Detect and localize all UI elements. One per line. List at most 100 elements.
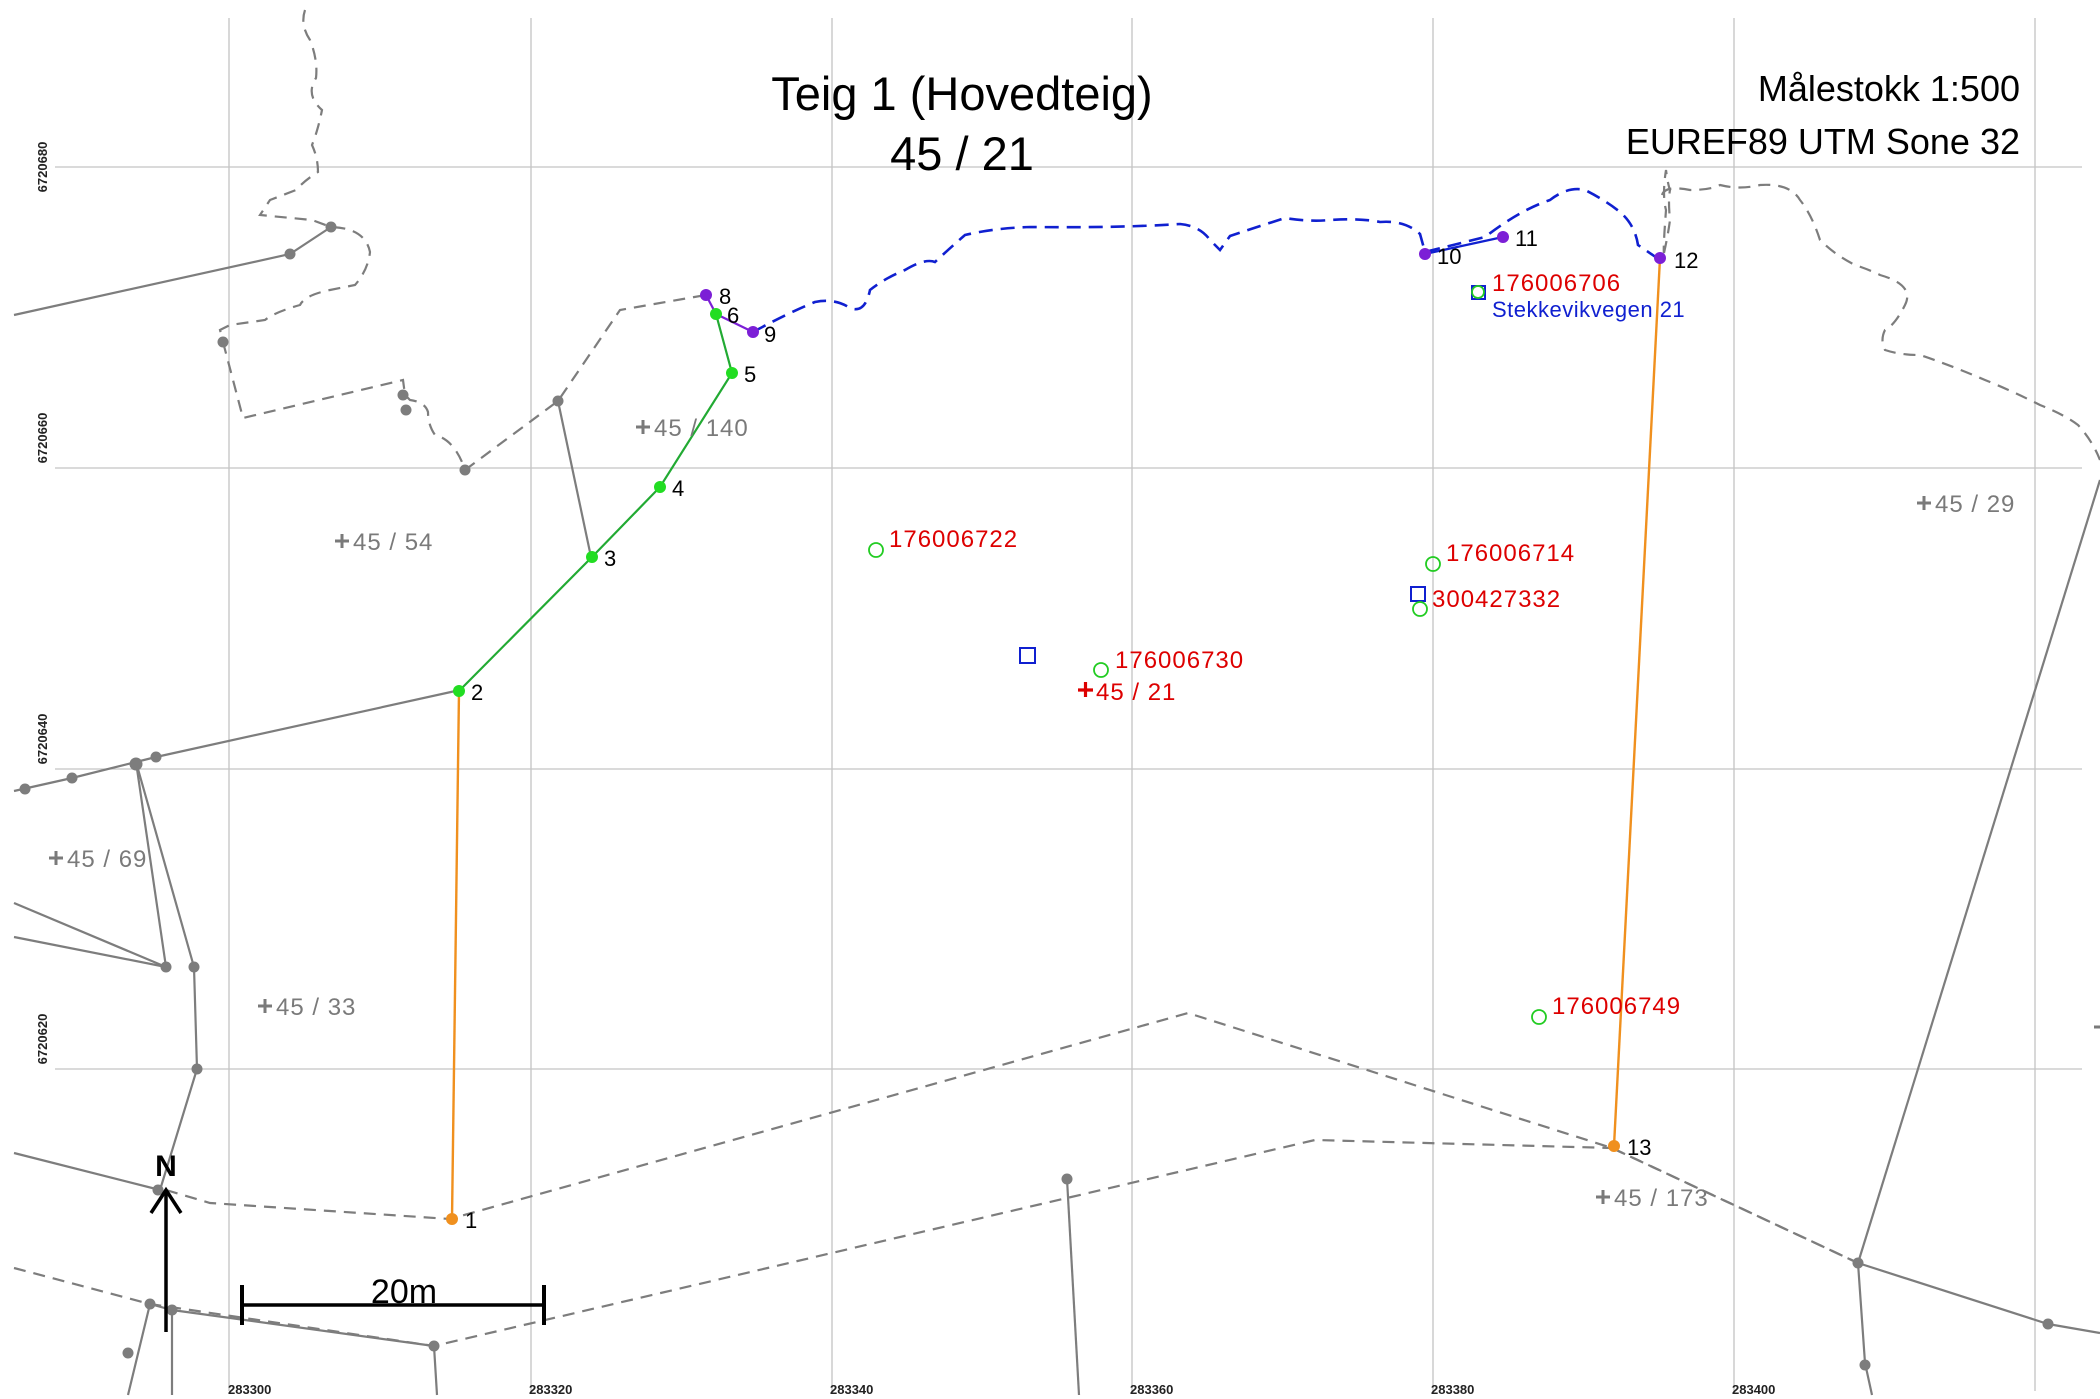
parcel-center-icon (49, 851, 63, 865)
parcel-label-45-173[interactable]: 45 / 173 (1596, 1185, 1709, 1212)
address-marker-icon (1531, 1009, 1547, 1025)
scale-bar-label: 20m (371, 1273, 437, 1311)
neighbor-boundaries-dashed (13, 9, 2100, 1348)
parcel-label: 45 / 140 (654, 415, 749, 442)
parcel-label-main: 45 / 21 (1096, 679, 1176, 706)
address-marker-icon (868, 542, 884, 558)
boundary-point-marker[interactable] (446, 1213, 458, 1225)
address-label: 176006714 (1446, 540, 1575, 567)
neighbor-boundary (1857, 1261, 2100, 1335)
x-tick: 283300 (228, 1382, 271, 1397)
boundary-node (122, 1347, 134, 1359)
address-point[interactable]: 176006714 (1425, 540, 1575, 572)
north-arrow-icon (149, 1186, 183, 1214)
boundary-point-label: 8 (719, 284, 731, 309)
neighbor-boundary-dashed (464, 293, 707, 471)
boundary-point-label: 13 (1627, 1135, 1651, 1160)
neighbor-boundary-dashed (1611, 1147, 1859, 1264)
building-marker-icon (1410, 586, 1426, 602)
neighbor-boundary-dashed (221, 341, 467, 471)
parcel-center-icon (1917, 496, 1931, 510)
y-tick: 6720620 (35, 1014, 50, 1065)
boundary-node (428, 1340, 440, 1352)
boundary-segment-blue (1424, 235, 1504, 256)
boundary-point-label: 9 (764, 322, 776, 347)
north-label: N (155, 1150, 177, 1183)
boundary-point-marker[interactable] (747, 326, 759, 338)
neighbor-boundary-dashed (13, 1138, 1613, 1348)
boundary-segment-green (458, 313, 734, 692)
parcel-label-45-140[interactable]: 45 / 140 (636, 415, 749, 442)
boundary-node (217, 336, 229, 348)
address-point[interactable]: 176006730 (1019, 647, 1244, 678)
road-centerline (752, 187, 1661, 334)
road-address-label: Stekkevikvegen 21 (1492, 297, 1685, 322)
address-point[interactable]: 176006749 (1531, 993, 1681, 1025)
x-tick: 283360 (1130, 1382, 1173, 1397)
y-tick: 6720680 (35, 142, 50, 193)
neighbor-boundary (1856, 1262, 1874, 1396)
x-tick: 283340 (830, 1382, 873, 1397)
address-point[interactable]: 300427332 (1410, 586, 1561, 617)
coordinate-grid (55, 18, 2082, 1391)
boundary-point-marker[interactable] (1654, 252, 1666, 264)
parcel-label-45-69[interactable]: 45 / 69 (49, 846, 147, 873)
boundary-node (188, 961, 200, 973)
boundary-node (66, 772, 78, 784)
boundary-point-label: 2 (471, 680, 483, 705)
boundary-node (325, 221, 337, 233)
boundary-point-marker[interactable] (1419, 248, 1431, 260)
parcel-label-45-54[interactable]: 45 / 54 (335, 529, 433, 556)
boundary-point-label: 11 (1515, 226, 1538, 251)
parcel-label: 45 / 54 (353, 529, 433, 556)
neighbor-boundary (13, 226, 332, 317)
main-parcel-label[interactable]: 45 / 21 (1078, 679, 1176, 706)
neighbor-boundary-dashed (1660, 183, 2100, 461)
boundary-point-marker[interactable] (453, 685, 465, 697)
boundary-point-label: 1 (465, 1208, 477, 1233)
x-tick: 283320 (529, 1382, 572, 1397)
y-tick: 6720640 (35, 714, 50, 765)
neighbor-parcel-labels: 45 / 140 45 / 54 45 / 69 45 / 33 45 / 29… (49, 415, 2100, 1212)
parcel-label-45-29[interactable]: 45 / 29 (1917, 491, 2015, 518)
boundary-point-label: 6 (727, 303, 739, 328)
boundary-point-marker[interactable] (1608, 1140, 1620, 1152)
boundary-node (1852, 1257, 1864, 1269)
parcel-center-icon (636, 420, 650, 434)
neighbor-boundary-dashed (165, 1011, 1859, 1264)
neighbor-boundary (1065, 1178, 1081, 1396)
neighbor-boundary-dashed (1662, 169, 1672, 254)
boundary-point-marker[interactable] (710, 308, 722, 320)
boundary-node (19, 783, 31, 795)
address-marker-icon (1093, 662, 1109, 678)
boundary-node (166, 1304, 178, 1316)
boundary-point-marker[interactable] (726, 367, 738, 379)
address-point[interactable]: 176006706 (1471, 270, 1621, 300)
building-marker-icon (1019, 647, 1036, 664)
boundary-point-marker[interactable] (654, 481, 666, 493)
parcel-label: 45 / 29 (1935, 491, 2015, 518)
neighbor-boundary (134, 761, 199, 1191)
main-parcel-boundary (450, 235, 1662, 1220)
x-axis-ticks: 283300 283320 283340 283360 283380 28340… (228, 1382, 1775, 1397)
boundary-node (552, 395, 564, 407)
parcel-label: 45 / 173 (1614, 1185, 1709, 1212)
boundary-point-label: 4 (672, 476, 684, 501)
boundary-node (400, 404, 412, 416)
x-tick: 283380 (1431, 1382, 1474, 1397)
parcel-label-45-33[interactable]: 45 / 33 (258, 994, 356, 1021)
boundary-point-markers (446, 231, 1666, 1225)
parcel-center-icon (335, 534, 349, 548)
boundary-point-marker[interactable] (1497, 231, 1509, 243)
x-tick: 283400 (1732, 1382, 1775, 1397)
boundary-point-label: 12 (1674, 248, 1698, 273)
address-point[interactable]: 176006722 (868, 526, 1018, 558)
boundary-point-label: 5 (744, 362, 756, 387)
address-label: 176006730 (1115, 647, 1244, 674)
north-arrow: N (149, 1150, 183, 1332)
map-scale-text: Målestokk 1:500 (1758, 68, 2020, 109)
boundary-point-label: 10 (1437, 244, 1461, 269)
boundary-point-marker[interactable] (586, 551, 598, 563)
boundary-point-marker[interactable] (700, 289, 712, 301)
